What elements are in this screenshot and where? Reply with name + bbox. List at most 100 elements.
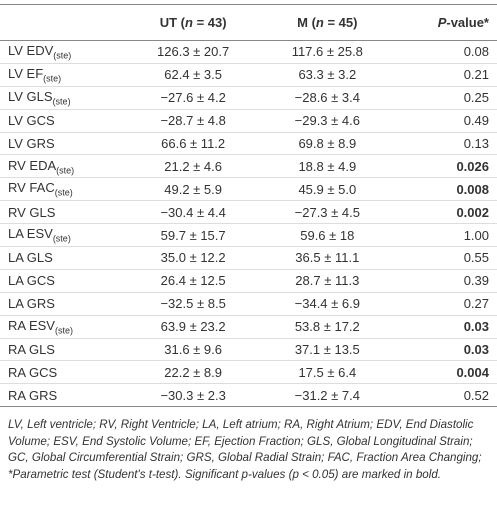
m-value: 17.5 ± 6.4	[260, 360, 395, 385]
header-text: M (	[297, 15, 316, 30]
row-label: LA ESV(ste)	[0, 223, 126, 248]
ut-value: −27.6 ± 4.2	[125, 86, 261, 110]
table-row: LA GCS 26.4 ± 12.5 28.7 ± 11.3 0.39	[0, 269, 497, 293]
table-body: LV EDV(ste) 126.3 ± 20.7 117.6 ± 25.8 0.08 L…	[0, 40, 497, 408]
m-value: 18.8 ± 4.9	[260, 154, 395, 179]
p-value: 0.39	[394, 269, 497, 293]
header-italic: n	[185, 15, 193, 30]
table-row: RA ESV(ste) 63.9 ± 23.2 53.8 ± 17.2 0.03	[0, 315, 497, 339]
m-value: 117.6 ± 25.8	[260, 40, 395, 64]
ut-value: 66.6 ± 11.2	[125, 132, 261, 156]
p-value: 0.27	[394, 292, 497, 316]
label-text: LV EF	[8, 66, 44, 82]
table-row: RV FAC(ste) 49.2 ± 5.9 45.9 ± 5.0 0.008	[0, 177, 497, 202]
ut-value: 22.2 ± 8.9	[125, 360, 261, 385]
label-text: LA GCS	[8, 273, 55, 289]
p-value: 0.004	[394, 360, 497, 385]
row-label: RV EDA(ste)	[0, 154, 126, 179]
label-subscript: (ste)	[53, 50, 72, 61]
m-value: 63.3 ± 3.2	[260, 63, 395, 87]
row-label: RA GLS	[0, 338, 126, 362]
row-label: LA GCS	[0, 269, 126, 293]
table-row: LV EDV(ste) 126.3 ± 20.7 117.6 ± 25.8 0.08	[0, 40, 497, 64]
row-label: RA GCS	[0, 360, 126, 385]
label-subscript: (ste)	[54, 325, 73, 336]
header-cell: UT (n = 43)	[126, 5, 261, 41]
header-text: = 45)	[323, 15, 358, 30]
table-row: LA GLS 35.0 ± 12.2 36.5 ± 11.1 0.55	[0, 246, 497, 270]
ut-value: 26.4 ± 12.5	[125, 269, 261, 293]
label-text: LV GLS	[8, 88, 53, 104]
ut-value: 126.3 ± 20.7	[125, 40, 261, 64]
m-value: 28.7 ± 11.3	[260, 269, 395, 293]
label-text: RA GRS	[8, 387, 58, 403]
table-row: RV GLS −30.4 ± 4.4 −27.3 ± 4.5 0.002	[0, 200, 497, 225]
label-subscript: (ste)	[52, 233, 71, 244]
table-row: RA GCS 22.2 ± 8.9 17.5 ± 6.4 0.004	[0, 360, 497, 385]
p-value: 0.08	[394, 40, 497, 64]
m-value: 53.8 ± 17.2	[260, 315, 395, 339]
p-value: 0.49	[394, 109, 497, 133]
p-value: 0.13	[394, 132, 497, 156]
header-text: UT (	[159, 15, 185, 30]
table-row: LV EF(ste) 62.4 ± 3.5 63.3 ± 3.2 0.21	[0, 63, 497, 87]
table-row: LV GLS(ste) −27.6 ± 4.2 −28.6 ± 3.4 0.25	[0, 86, 497, 110]
header-row: UT (n = 43) M (n = 45) P-value*	[0, 4, 497, 41]
row-label: LA GLS	[0, 246, 126, 270]
ut-value: −28.7 ± 4.8	[125, 109, 261, 133]
header-cell: M (n = 45)	[261, 5, 394, 41]
ut-value: −30.3 ± 2.3	[125, 383, 261, 408]
m-value: 36.5 ± 11.1	[260, 246, 395, 270]
m-value: −27.3 ± 4.5	[260, 200, 395, 225]
data-table: UT (n = 43) M (n = 45) P-value* LV EDV(ste…	[0, 4, 497, 408]
row-label: LV EF(ste)	[0, 63, 126, 87]
label-text: RV EDA	[8, 157, 57, 173]
ut-value: 63.9 ± 23.2	[125, 315, 261, 339]
row-label: LV EDV(ste)	[0, 40, 126, 64]
header-italic: P	[437, 15, 447, 30]
m-value: −34.4 ± 6.9	[260, 292, 395, 316]
table-head: UT (n = 43) M (n = 45) P-value*	[0, 4, 497, 41]
row-label: LV GRS	[0, 132, 126, 156]
ut-value: 59.7 ± 15.7	[125, 223, 261, 248]
m-value: 59.6 ± 18	[260, 223, 395, 248]
label-text: LV GCS	[8, 113, 55, 129]
table-row: LV GCS −28.7 ± 4.8 −29.3 ± 4.6 0.49	[0, 109, 497, 133]
m-value: −28.6 ± 3.4	[260, 86, 395, 110]
ut-value: 49.2 ± 5.9	[125, 177, 261, 202]
label-subscript: (ste)	[52, 96, 71, 107]
ut-value: 35.0 ± 12.2	[125, 246, 261, 270]
p-value: 0.002	[394, 200, 497, 225]
label-subscript: (ste)	[54, 188, 73, 199]
row-label: RA ESV(ste)	[0, 315, 126, 339]
p-value: 0.21	[394, 63, 497, 87]
table-row: RA GRS −30.3 ± 2.3 −31.2 ± 7.4 0.52	[0, 383, 497, 408]
row-label: RV GLS	[0, 200, 126, 225]
table-row: LA GRS −32.5 ± 8.5 −34.4 ± 6.9 0.27	[0, 292, 497, 316]
ut-value: −32.5 ± 8.5	[125, 292, 261, 316]
header-text: -value*	[446, 15, 489, 30]
label-text: LV EDV	[8, 43, 54, 59]
label-text: LA ESV	[8, 226, 53, 242]
p-value: 0.52	[394, 383, 497, 408]
ut-value: −30.4 ± 4.4	[125, 200, 261, 225]
label-text: RA GLS	[8, 342, 55, 358]
label-text: RA ESV	[8, 317, 55, 333]
footnote: LV, Left ventricle; RV, Right Ventricle;…	[8, 418, 482, 481]
row-label: LV GLS(ste)	[0, 86, 126, 110]
m-value: 45.9 ± 5.0	[260, 177, 395, 202]
ut-value: 21.2 ± 4.6	[125, 154, 261, 179]
label-text: RA GCS	[8, 364, 58, 380]
m-value: 37.1 ± 13.5	[260, 338, 395, 362]
row-label: LV GCS	[0, 109, 126, 133]
row-label: LA GRS	[0, 292, 126, 316]
label-text: RV FAC	[8, 180, 55, 196]
label-subscript: (ste)	[43, 73, 62, 84]
p-value: 1.00	[394, 223, 497, 248]
header-italic: n	[315, 15, 324, 30]
m-value: 69.8 ± 8.9	[260, 132, 395, 156]
header-cell: P-value*	[394, 5, 497, 41]
page: {"table": { "header": [ {"text": ""}, {"…	[0, 4, 497, 514]
p-value: 0.008	[394, 177, 497, 202]
p-value: 0.026	[394, 154, 497, 179]
